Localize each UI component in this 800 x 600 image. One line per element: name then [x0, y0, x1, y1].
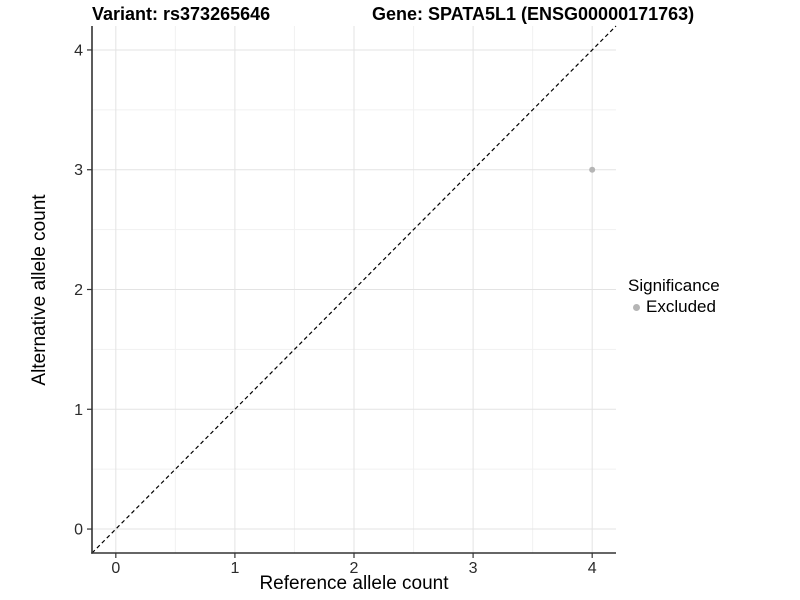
- identity-line: [91, 25, 617, 554]
- x-tick-label: 1: [230, 560, 239, 577]
- y-tick-label: 0: [74, 522, 83, 539]
- legend-title: Significance: [628, 276, 720, 295]
- y-axis-title: Alternative allele count: [29, 194, 50, 386]
- x-tick-label: 0: [111, 560, 120, 577]
- x-tick-label: 2: [350, 560, 359, 577]
- y-tick-label: 4: [74, 42, 83, 59]
- legend-item-label: Excluded: [646, 297, 716, 316]
- y-tick-label: 2: [74, 282, 83, 299]
- x-tick-label: 3: [469, 560, 478, 577]
- plot-title-gene: Gene: SPATA5L1 (ENSG00000171763): [372, 4, 695, 24]
- y-tick-label: 3: [74, 162, 83, 179]
- legend-item-excluded: Excluded: [628, 297, 720, 317]
- data-point: [589, 166, 596, 173]
- legend: Significance Excluded: [628, 276, 720, 317]
- plot-title-variant: Variant: rs373265646: [92, 4, 271, 24]
- x-axis-title: Reference allele count: [259, 573, 449, 594]
- x-tick-label: 4: [588, 560, 597, 577]
- legend-point-icon: [633, 303, 640, 311]
- y-tick-label: 1: [74, 402, 83, 419]
